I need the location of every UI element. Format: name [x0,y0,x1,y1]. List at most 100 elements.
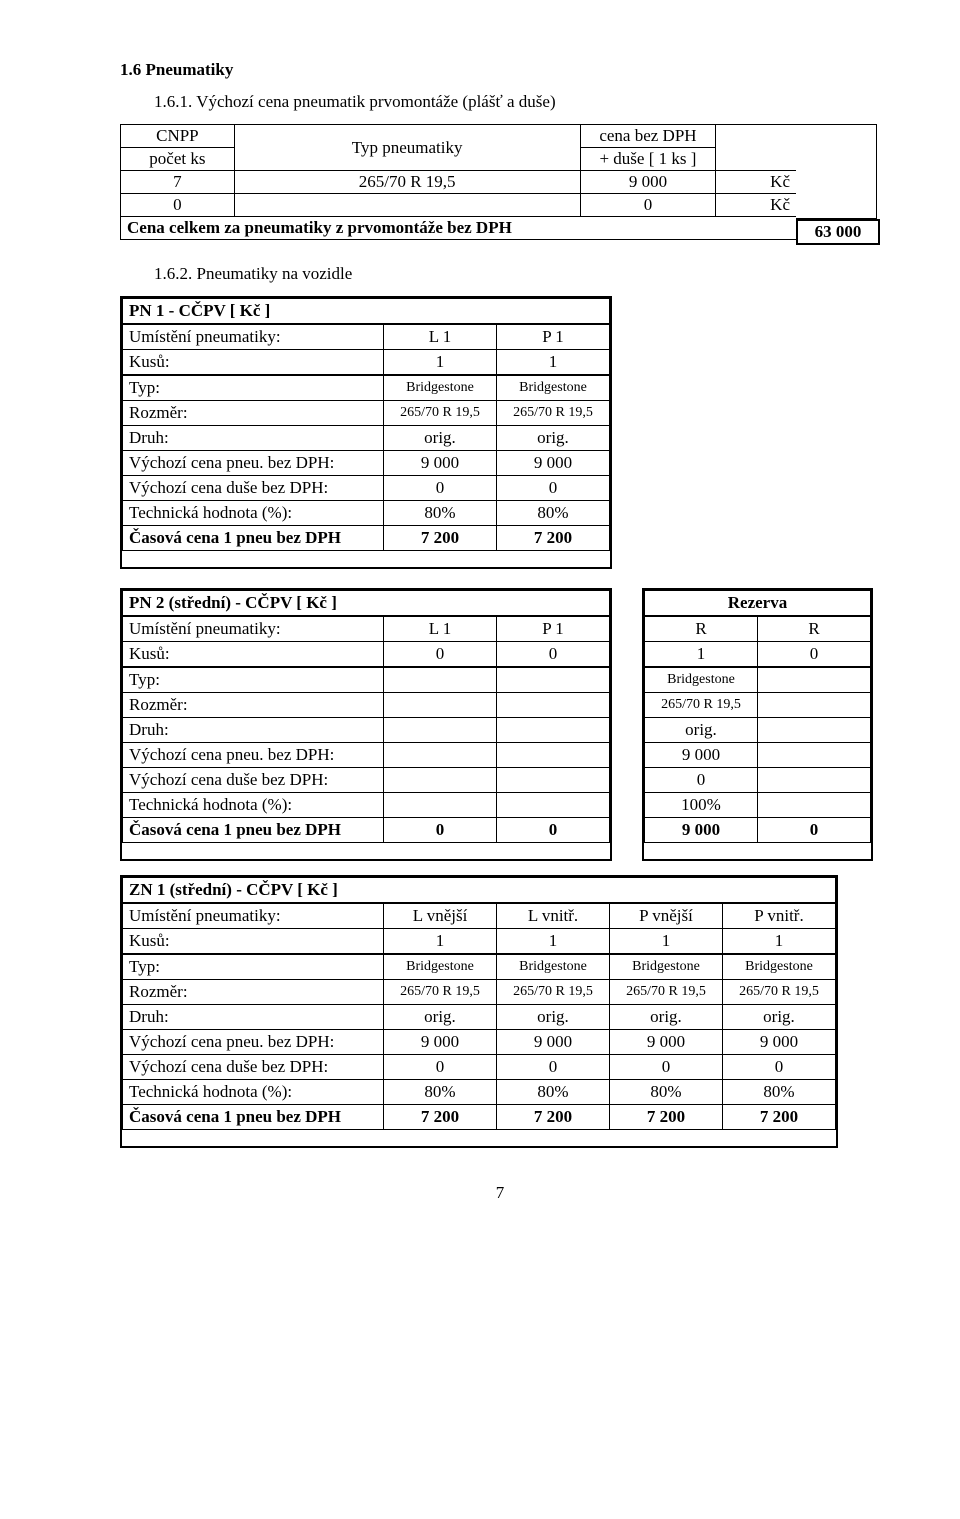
val: 265/70 R 19,5 [497,980,610,1005]
label: Umístění pneumatiky: [123,324,384,350]
val: 1 [610,929,723,955]
val: 265/70 R 19,5 [384,980,497,1005]
val [384,768,497,793]
val: L 1 [384,616,497,642]
val: 80% [610,1080,723,1105]
ks-cell: 0 [121,194,235,217]
label: Výchozí cena pneu. bez DPH: [123,1030,384,1055]
label: Druh: [123,1005,384,1030]
val [758,743,871,768]
label: Technická hodnota (%): [123,501,384,526]
val: 9 000 [723,1030,836,1055]
val [497,693,610,718]
val: 265/70 R 19,5 [723,980,836,1005]
val: 7 200 [384,526,497,551]
val: 1 [645,642,758,668]
val [384,718,497,743]
val: 80% [384,501,497,526]
val: 0 [758,642,871,668]
label: Výchozí cena pneu. bez DPH: [123,451,384,476]
label: Kusů: [123,642,384,668]
rezerva-table: Rezerva R R 1 0 Bridgestone 265/70 R 19,… [644,590,871,843]
rezerva-title: Rezerva [645,591,871,617]
val: 7 200 [497,1105,610,1130]
val: L 1 [384,324,497,350]
cnpp-block: CNPP Typ pneumatiky cena bez DPH počet k… [120,124,880,256]
val [758,718,871,743]
duse-head: + duše [ 1 ks ] [580,148,716,171]
label: Typ: [123,667,384,693]
val: 0 [497,818,610,843]
val: 1 [384,929,497,955]
label: Kusů: [123,929,384,955]
val: orig. [497,1005,610,1030]
val [497,768,610,793]
label: Rozměr: [123,693,384,718]
typ-cell: 265/70 R 19,5 [234,171,580,194]
val: Bridgestone [645,667,758,693]
val: Bridgestone [384,954,497,980]
val: orig. [384,1005,497,1030]
val: 0 [723,1055,836,1080]
val: P 1 [497,616,610,642]
label: Časová cena 1 pneu bez DPH [123,526,384,551]
pn2-block: PN 2 (střední) - CČPV [ Kč ] Umístění pn… [120,588,880,861]
label: Časová cena 1 pneu bez DPH [123,818,384,843]
val: P 1 [497,324,610,350]
pn1-block: PN 1 - CČPV [ Kč ] Umístění pneumatiky: … [120,296,612,569]
val: P vnitř. [723,903,836,929]
val [497,667,610,693]
val: 80% [723,1080,836,1105]
label: Typ: [123,375,384,401]
pn2-table: PN 2 (střední) - CČPV [ Kč ] Umístění pn… [122,590,610,843]
cena-cell: 0 [580,194,716,217]
subsection-2: 1.6.2. Pneumatiky na vozidle [154,264,880,284]
val: 80% [384,1080,497,1105]
total-row: Cena celkem za pneumatiky z prvomontáže … [121,217,797,240]
val: 1 [497,929,610,955]
val: 0 [497,1055,610,1080]
val: orig. [645,718,758,743]
val: 0 [384,642,497,668]
cnpp-table: CNPP Typ pneumatiky cena bez DPH počet k… [120,124,796,240]
val: L vnitř. [497,903,610,929]
label: Výchozí cena duše bez DPH: [123,768,384,793]
empty-head [716,125,796,171]
zn1-title: ZN 1 (střední) - CČPV [ Kč ] [123,878,836,904]
val [497,743,610,768]
typ-head: Typ pneumatiky [234,125,580,171]
label: Technická hodnota (%): [123,793,384,818]
val: orig. [723,1005,836,1030]
cena-head: cena bez DPH [580,125,716,148]
val: 0 [610,1055,723,1080]
pn1-title: PN 1 - CČPV [ Kč ] [123,299,610,325]
val: 0 [645,768,758,793]
val: 265/70 R 19,5 [384,401,497,426]
val: 1 [384,350,497,376]
subsection-1: 1.6.1. Výchozí cena pneumatik prvomontáž… [154,92,880,112]
rezerva-block: Rezerva R R 1 0 Bridgestone 265/70 R 19,… [642,588,873,861]
val: 7 200 [723,1105,836,1130]
val [497,793,610,818]
label: Druh: [123,718,384,743]
label: Výchozí cena duše bez DPH: [123,476,384,501]
val: 1 [723,929,836,955]
val: R [758,616,871,642]
val: Bridgestone [610,954,723,980]
typ-cell [234,194,580,217]
val: orig. [497,426,610,451]
val: 100% [645,793,758,818]
val: 0 [497,642,610,668]
val: 9 000 [645,818,758,843]
total-label: Cena celkem za pneumatiky z prvomontáže … [121,217,797,240]
table-row: 0 0 Kč [121,194,797,217]
val: 7 200 [610,1105,723,1130]
label: Umístění pneumatiky: [123,903,384,929]
label: Výchozí cena duše bez DPH: [123,1055,384,1080]
pocet-head: počet ks [121,148,235,171]
label: Rozměr: [123,401,384,426]
val: 0 [384,818,497,843]
val [758,768,871,793]
val [758,793,871,818]
val: 7 200 [384,1105,497,1130]
